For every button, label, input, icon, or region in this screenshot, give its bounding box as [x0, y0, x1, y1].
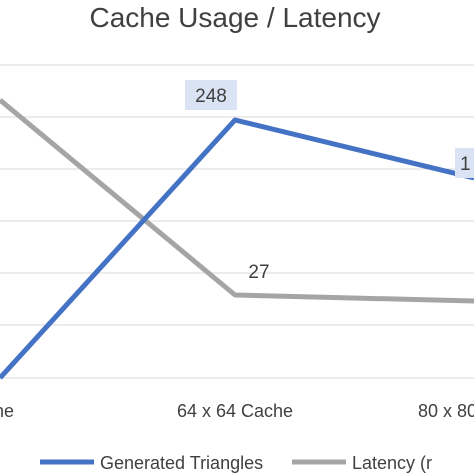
data-label-box-triangles-1 — [185, 80, 237, 110]
data-label-triangles-2: 1 — [460, 154, 471, 175]
label-layer: 248 1 27 — [185, 80, 474, 283]
legend-label-0: Generated Triangles — [100, 453, 263, 473]
legend: Generated Triangles Latency (r — [40, 453, 432, 473]
x-tick-label-0: he — [0, 401, 14, 421]
data-label-latency-1: 27 — [248, 262, 269, 283]
data-label-triangles-1: 248 — [195, 86, 227, 107]
x-tick-label-1: 64 x 64 Cache — [177, 401, 293, 421]
series-line-latency — [0, 98, 474, 304]
chart-title: Cache Usage / Latency — [89, 2, 380, 33]
x-tick-label-2: 80 x 80 — [418, 401, 474, 421]
x-axis: he 64 x 64 Cache 80 x 80 — [0, 401, 474, 421]
legend-label-1: Latency (r — [352, 453, 432, 473]
grid-layer — [0, 64, 474, 379]
series-layer — [0, 98, 474, 380]
series-line-generated-triangles — [0, 117, 474, 380]
data-label-box-triangles-2 — [455, 148, 474, 178]
